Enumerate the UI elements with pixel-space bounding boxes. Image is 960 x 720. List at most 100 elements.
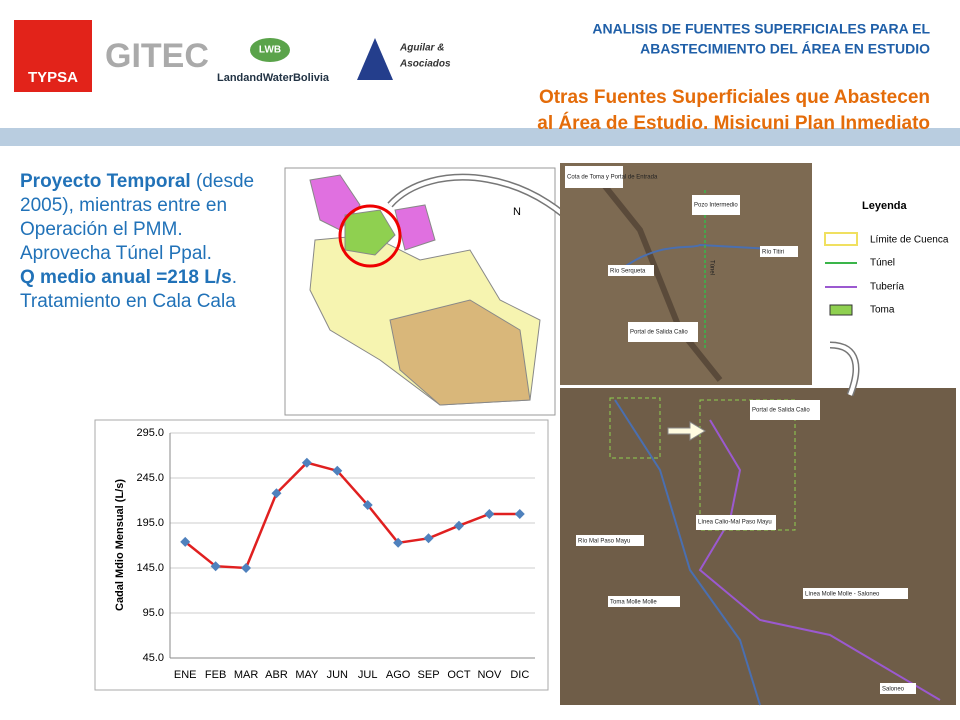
point <box>514 509 525 519</box>
label-box <box>760 246 798 257</box>
zoom-box <box>699 399 796 531</box>
aa-logo <box>357 38 393 80</box>
map-label: Pozo Intermedio <box>694 203 738 209</box>
map-label: Línea Calio-Mal Paso Mayu <box>698 520 772 526</box>
river <box>614 399 761 706</box>
map-label: Portal de Salida Calio <box>630 330 688 336</box>
logo-text: GITEC <box>105 37 209 75</box>
legend-item: Límite de Cuenca <box>870 235 949 246</box>
typsa-logo <box>14 20 92 92</box>
label-box <box>608 265 654 276</box>
y-tick-label: 145.0 <box>136 562 164 574</box>
label-box <box>608 596 680 607</box>
map-label: Río Mal Paso Mayu <box>578 539 630 545</box>
pipeline <box>698 419 941 701</box>
compass: N <box>513 206 521 218</box>
map-label: Cota de Toma y Portal de Entrada <box>567 175 658 181</box>
point <box>332 465 343 476</box>
logo-text: Asociados <box>399 59 451 70</box>
x-tick-label: FEB <box>205 669 226 681</box>
logo-text: LandandWaterBolivia <box>217 72 330 84</box>
chart-frame <box>94 419 549 691</box>
x-tick-label: SEP <box>418 669 440 681</box>
y-tick-label: 295.0 <box>136 427 164 439</box>
body-bold: Proyecto Temporal <box>20 171 191 192</box>
x-tick-label: MAY <box>295 669 319 681</box>
body-line: (desde 2005), mientras entre en Operació… <box>20 171 255 240</box>
logo-text: TYPSA <box>28 69 78 86</box>
legend-title: Leyenda <box>862 200 908 212</box>
y-tick-label: 195.0 <box>136 517 164 529</box>
header-bar <box>0 128 960 146</box>
x-tick-label: ABR <box>265 669 288 681</box>
satellite-top <box>560 163 812 385</box>
legend-swatch <box>829 304 853 316</box>
x-tick-label: JUL <box>358 669 378 681</box>
map-label: Línea Molle Molle - Saloneo <box>805 592 880 598</box>
y-tick-label: 245.0 <box>136 472 164 484</box>
point <box>180 536 191 547</box>
map-region <box>344 209 396 256</box>
satellite-bottom <box>560 388 956 705</box>
legend-item: Toma <box>870 305 895 316</box>
point <box>453 520 464 531</box>
body-text: Proyecto Temporal (desde 2005), mientras… <box>20 170 275 314</box>
point <box>423 533 434 544</box>
x-tick-label: JUN <box>327 669 348 681</box>
point <box>393 537 404 548</box>
river <box>619 243 791 271</box>
subtitle: al Área de Estudio. Misicuni Plan Inmedi… <box>537 112 930 134</box>
y-tick-label: 95.0 <box>143 607 164 619</box>
map-label: Toma Molle Molle <box>610 600 657 606</box>
label-box <box>628 322 698 342</box>
subtitle: Otras Fuentes Superficiales que Abastece… <box>539 87 930 108</box>
logo-text: LWB <box>259 45 281 56</box>
point <box>484 509 495 519</box>
zoom-box <box>609 397 661 459</box>
highlight-circle <box>338 204 402 268</box>
series-line <box>184 461 520 570</box>
x-tick-label: MAR <box>234 669 259 681</box>
valley <box>597 178 723 382</box>
point <box>301 457 312 468</box>
arrow <box>829 343 858 396</box>
map-label: Saloneo <box>882 687 905 693</box>
x-tick-label: AGO <box>386 669 411 681</box>
x-tick-label: DIC <box>510 669 529 681</box>
map-label: Portal de Salida Calio <box>752 408 810 414</box>
point <box>241 563 252 573</box>
map-label: Río Serqueta <box>610 269 646 275</box>
label-box <box>565 166 623 188</box>
map-region <box>389 299 531 406</box>
map-label: Túnel <box>708 260 714 275</box>
map-region <box>394 204 436 251</box>
lwb-logo <box>250 38 290 62</box>
chart: 45.0 95.0 145.0 195.0 245.0 295.0 ENE FEB MAR ABR… <box>136 427 535 681</box>
legend-item: Túnel <box>870 258 895 269</box>
title: ANALISIS DE FUENTES SUPERFICIALES PARA E… <box>592 21 930 37</box>
label-box <box>696 515 776 530</box>
label-box <box>692 195 740 215</box>
label-box <box>750 400 820 420</box>
point <box>210 561 221 572</box>
y-tick-label: 45.0 <box>143 652 164 664</box>
body-line: Aprovecha Túnel Ppal. <box>20 243 212 264</box>
label-box <box>880 683 916 694</box>
point <box>271 488 282 499</box>
x-tick-label: OCT <box>447 669 471 681</box>
label-box <box>576 535 644 546</box>
body-line: . Tratamiento en Cala Cala <box>20 267 237 312</box>
map-labels: Cota de Toma y Portal de Entrada Pozo In… <box>565 166 916 694</box>
point <box>362 500 373 510</box>
x-tick-label: NOV <box>477 669 502 681</box>
label-box <box>803 588 908 599</box>
legend-item: Tubería <box>870 282 905 293</box>
body-bold: Q medio anual =218 L/s <box>20 267 232 288</box>
arrow <box>667 421 706 441</box>
map-label: Río Titiri <box>762 250 784 256</box>
y-axis-label: Cadal Mdio Mensual (L/s) <box>114 479 126 611</box>
title: ABASTECIMIENTO DEL ÁREA EN ESTUDIO <box>640 41 930 57</box>
legend-swatch <box>824 232 858 246</box>
